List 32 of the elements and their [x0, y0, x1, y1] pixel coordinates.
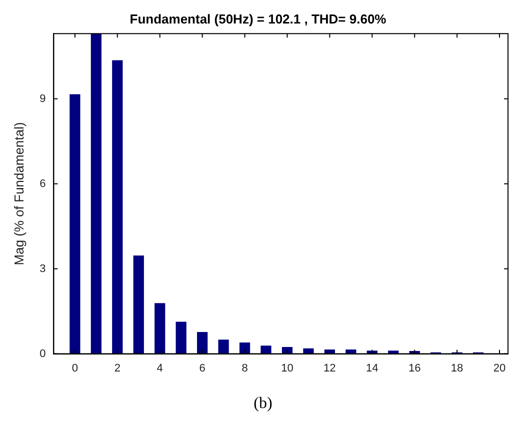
y-tick-label: 9 [40, 92, 46, 105]
x-tick-label: 2 [114, 362, 120, 374]
bar [197, 332, 208, 354]
x-tick-label: 0 [72, 362, 78, 374]
bar [346, 350, 356, 354]
x-tick-label: 20 [493, 362, 506, 374]
bar [239, 342, 250, 354]
bar [70, 94, 80, 354]
x-tick-label: 18 [450, 362, 464, 374]
x-tick-label: 4 [156, 362, 163, 374]
x-tick-label: 6 [199, 362, 206, 374]
text: (b) [252, 395, 274, 413]
x-tick-label: 14 [366, 362, 378, 374]
bar [388, 350, 399, 354]
y-tick-label: 0 [40, 348, 46, 360]
x-tick-label: 16 [408, 362, 421, 374]
bar [112, 60, 123, 354]
bar [90, 34, 102, 354]
bar [176, 322, 186, 354]
bar [154, 303, 166, 354]
chart-title: Fundamental (50Hz) = 102.1 , THD= 9.60% [130, 11, 387, 26]
bar [282, 347, 293, 354]
x-tick-label: 10 [281, 362, 294, 374]
x-tick-label: 12 [324, 362, 336, 374]
bar [218, 340, 229, 354]
bar [260, 346, 272, 354]
y-axis-title: Mag (% of Fundamental) [11, 122, 26, 266]
bar [133, 255, 144, 354]
x-tick-label: 8 [242, 362, 248, 374]
y-tick-label: 3 [40, 262, 46, 275]
y-tick-label: 6 [40, 178, 46, 190]
bar [303, 348, 314, 354]
